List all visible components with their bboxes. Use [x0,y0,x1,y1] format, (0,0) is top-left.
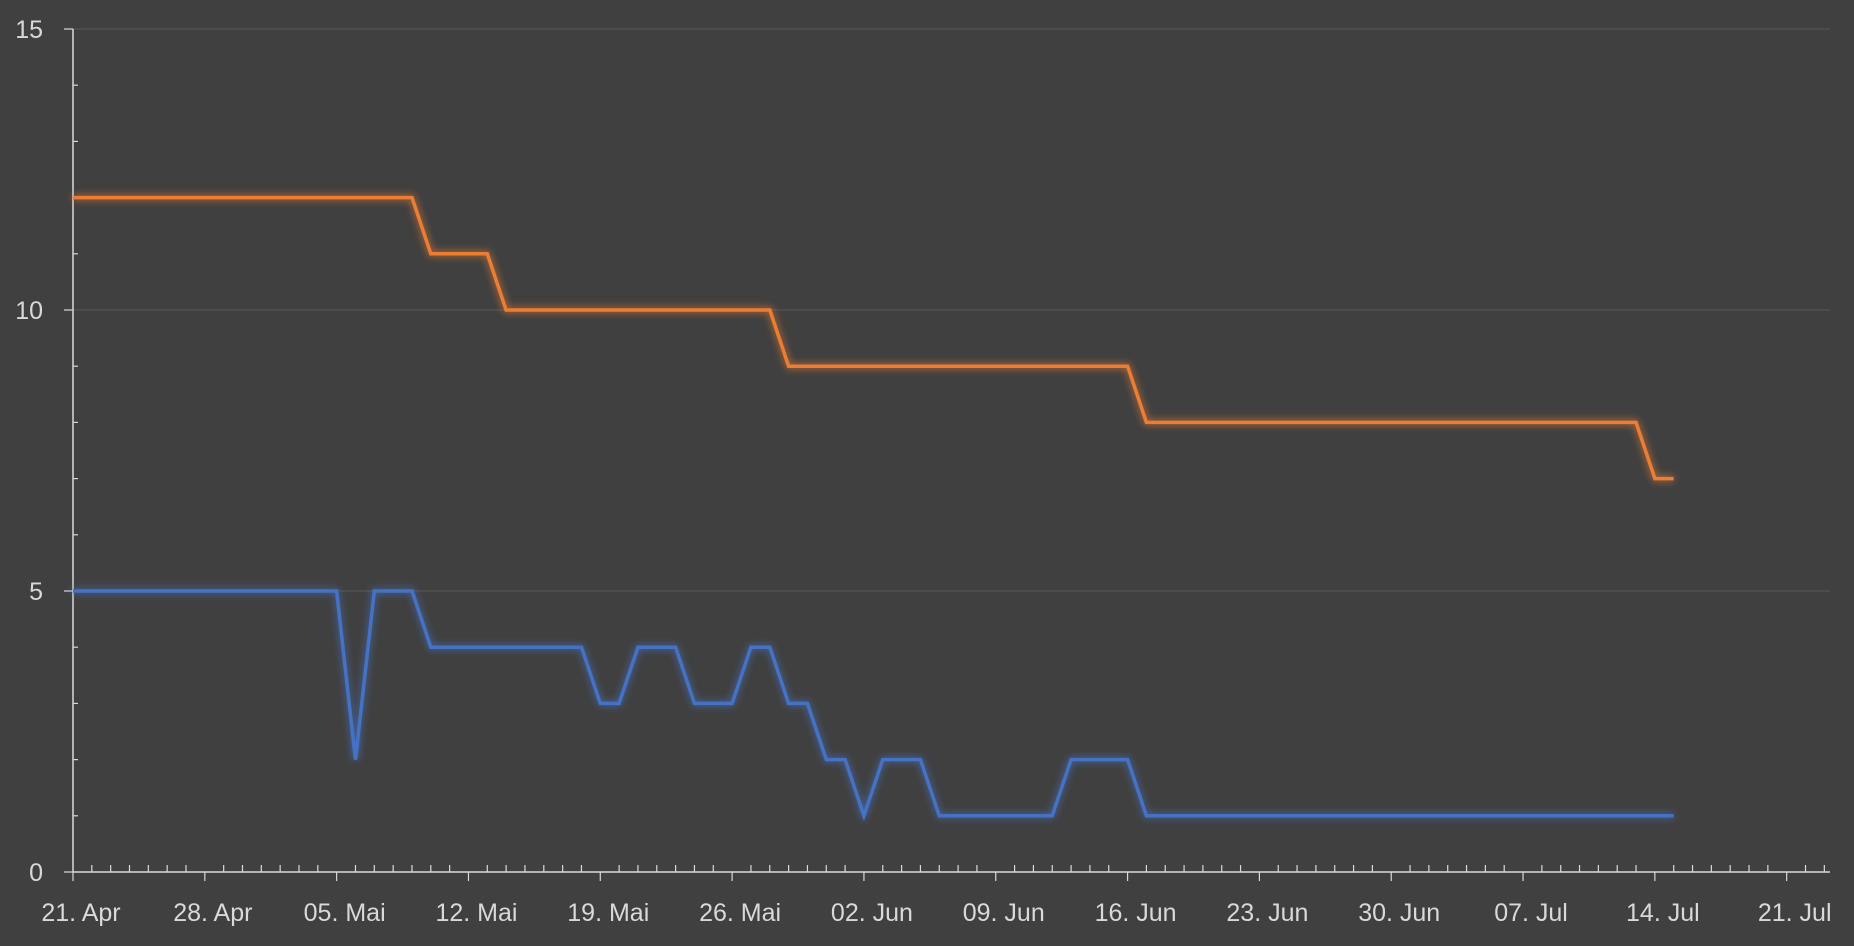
y-tick-label: 15 [15,16,43,44]
x-tick-label: 16. Jun [1095,899,1177,927]
x-tick-label: 19. Mai [567,899,649,927]
x-tick-label: 23. Jun [1226,899,1308,927]
x-tick-label: 09. Jun [963,899,1045,927]
series-line-1 [73,195,1674,481]
x-tick-label: 14. Jul [1626,899,1700,927]
x-tick-label: 02. Jun [831,899,913,927]
y-tick-label: 0 [29,859,43,887]
x-tick-label: 07. Jul [1494,899,1568,927]
tick-labels: 0 5 10 15 21. Apr 28. Apr 05. Mai 12. Mai 19. Ma… [15,16,1831,927]
series-lines [73,195,1674,822]
axes [64,28,1830,881]
x-tick-label: 30. Jun [1358,899,1440,927]
y-tick-label: 5 [29,578,43,606]
x-tick-label: 21. Apr [41,899,120,927]
x-tick-label: 05. Mai [304,899,386,927]
y-tick-label: 10 [15,297,43,325]
x-tick-label: 28. Apr [173,899,252,927]
x-tick-label: 12. Mai [435,899,517,927]
gridlines [73,28,1830,592]
series-line-2 [73,589,1674,822]
x-tick-label: 26. Mai [699,899,781,927]
x-tick-label: 21. Jul [1758,899,1832,927]
